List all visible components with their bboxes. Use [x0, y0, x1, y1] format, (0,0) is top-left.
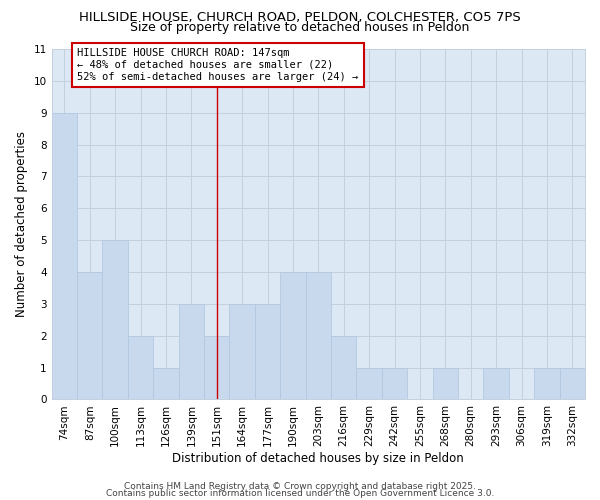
Bar — [356, 368, 382, 400]
Bar — [52, 112, 77, 400]
Text: Contains HM Land Registry data © Crown copyright and database right 2025.: Contains HM Land Registry data © Crown c… — [124, 482, 476, 491]
Bar — [179, 304, 204, 400]
Bar — [103, 240, 128, 400]
Text: HILLSIDE HOUSE CHURCH ROAD: 147sqm
← 48% of detached houses are smaller (22)
52%: HILLSIDE HOUSE CHURCH ROAD: 147sqm ← 48%… — [77, 48, 358, 82]
Bar — [484, 368, 509, 400]
Bar — [153, 368, 179, 400]
Text: Contains public sector information licensed under the Open Government Licence 3.: Contains public sector information licen… — [106, 489, 494, 498]
Bar — [255, 304, 280, 400]
Bar — [204, 336, 229, 400]
Bar — [534, 368, 560, 400]
Bar — [382, 368, 407, 400]
Y-axis label: Number of detached properties: Number of detached properties — [15, 131, 28, 317]
Bar — [433, 368, 458, 400]
Text: Size of property relative to detached houses in Peldon: Size of property relative to detached ho… — [130, 21, 470, 34]
Bar — [229, 304, 255, 400]
Bar — [331, 336, 356, 400]
Bar — [305, 272, 331, 400]
X-axis label: Distribution of detached houses by size in Peldon: Distribution of detached houses by size … — [172, 452, 464, 465]
Text: HILLSIDE HOUSE, CHURCH ROAD, PELDON, COLCHESTER, CO5 7PS: HILLSIDE HOUSE, CHURCH ROAD, PELDON, COL… — [79, 11, 521, 24]
Bar — [560, 368, 585, 400]
Bar — [128, 336, 153, 400]
Bar — [77, 272, 103, 400]
Bar — [280, 272, 305, 400]
